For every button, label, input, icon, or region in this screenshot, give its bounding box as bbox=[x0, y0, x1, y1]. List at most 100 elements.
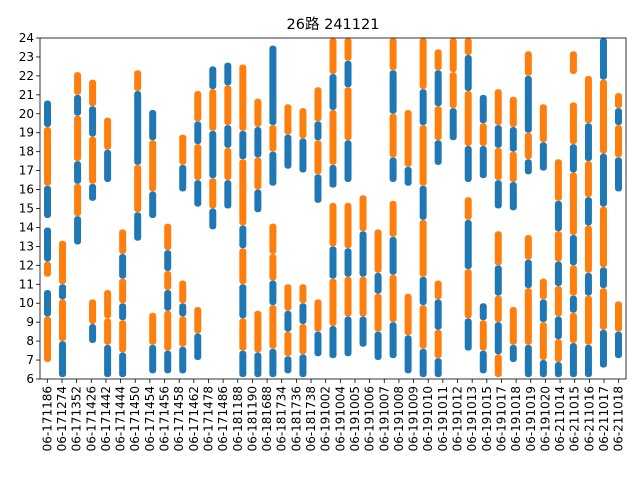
x-tick-label: 06-191005 bbox=[348, 386, 362, 451]
bar-segment bbox=[584, 161, 592, 198]
x-tick-label: 06-171478 bbox=[201, 386, 215, 451]
bar-segment bbox=[539, 278, 547, 300]
bar-segment bbox=[269, 223, 277, 254]
bar-segment bbox=[494, 147, 502, 181]
bar-segment bbox=[419, 348, 427, 378]
bar-segment bbox=[104, 117, 112, 150]
x-tick-label: 06-211018 bbox=[612, 386, 626, 451]
bar-segment bbox=[284, 104, 292, 135]
bar-segment bbox=[254, 352, 262, 378]
y-tick-label: 11 bbox=[19, 277, 34, 291]
bar-segment bbox=[74, 161, 82, 184]
bar-segment bbox=[224, 180, 232, 209]
bar-segment bbox=[464, 38, 472, 56]
bar-segment bbox=[419, 305, 427, 349]
bar-segment bbox=[194, 307, 202, 334]
bar-segment bbox=[359, 231, 367, 277]
bar-segment bbox=[164, 310, 172, 351]
bar-segment bbox=[149, 140, 157, 192]
bar-segment bbox=[389, 38, 397, 71]
bar-marks bbox=[44, 38, 622, 378]
bar-segment bbox=[224, 85, 232, 126]
bar-segment bbox=[239, 350, 247, 378]
bar-segment bbox=[329, 202, 337, 247]
bar-segment bbox=[584, 75, 592, 124]
x-tick-label: 06-191010 bbox=[421, 386, 435, 451]
bar-segment bbox=[524, 75, 532, 133]
x-tick-label: 06-191009 bbox=[407, 386, 421, 451]
x-tick-label: 06-171456 bbox=[158, 386, 172, 451]
x-tick-label: 06-171442 bbox=[99, 386, 113, 451]
y-tick-label: 7 bbox=[26, 353, 34, 367]
bar-segment bbox=[539, 322, 547, 361]
bar-segment bbox=[149, 344, 157, 374]
bar-segment bbox=[524, 288, 532, 345]
y-tick-label: 21 bbox=[19, 88, 34, 102]
bar-segment bbox=[269, 305, 277, 349]
bar-segment bbox=[164, 289, 172, 311]
bar-segment bbox=[299, 324, 307, 355]
x-tick-label: 06-191008 bbox=[392, 386, 406, 451]
x-axis: 06-171186 06-171274 06-171352 06-171426 06-1… bbox=[40, 379, 626, 451]
bar-segment bbox=[599, 79, 607, 154]
bar-segment bbox=[44, 316, 52, 362]
bar-segment bbox=[134, 212, 142, 241]
bar-segment bbox=[89, 299, 97, 325]
bar-segment bbox=[494, 89, 502, 126]
bar-segment bbox=[329, 164, 337, 188]
bar-segment bbox=[74, 183, 82, 217]
x-tick-label: 06-181738 bbox=[304, 386, 318, 451]
bar-segment bbox=[344, 87, 352, 141]
bar-segment bbox=[494, 180, 502, 209]
bar-segment bbox=[194, 144, 202, 181]
bar-segment bbox=[524, 159, 532, 175]
y-tick-label: 13 bbox=[19, 239, 34, 253]
y-tick-label: 12 bbox=[19, 258, 34, 272]
bar-segment bbox=[44, 227, 52, 262]
bar-segment bbox=[569, 102, 577, 145]
bar-segment bbox=[239, 130, 247, 160]
bar-segment bbox=[314, 299, 322, 332]
bar-segment bbox=[194, 91, 202, 122]
x-tick-label: 06-191017 bbox=[494, 386, 508, 451]
bar-segment bbox=[389, 157, 397, 182]
bar-segment bbox=[119, 303, 127, 321]
y-tick-label: 15 bbox=[19, 202, 34, 216]
bar-segment bbox=[269, 280, 277, 306]
bar-segment bbox=[44, 261, 52, 277]
bar-segment bbox=[284, 310, 292, 332]
bar-segment bbox=[479, 94, 487, 124]
bar-segment bbox=[599, 38, 607, 80]
bar-segment bbox=[209, 130, 217, 179]
bar-segment bbox=[119, 229, 127, 254]
bar-segment bbox=[119, 278, 127, 304]
bar-segment bbox=[584, 225, 592, 273]
bar-segment bbox=[479, 145, 487, 179]
bar-segment bbox=[149, 191, 157, 218]
x-tick-label: 06-171458 bbox=[172, 386, 186, 451]
bar-segment bbox=[494, 265, 502, 296]
bar-segment bbox=[149, 312, 157, 345]
bar-segment bbox=[584, 197, 592, 226]
bar-segment bbox=[194, 180, 202, 207]
x-tick-label: 06-171352 bbox=[70, 386, 84, 451]
bar-segment bbox=[179, 134, 187, 165]
bar-segment bbox=[134, 70, 142, 92]
y-tick-label: 24 bbox=[19, 31, 34, 45]
x-tick-label: 06-191020 bbox=[538, 386, 552, 451]
bar-segment bbox=[269, 348, 277, 378]
x-tick-label: 06-191006 bbox=[363, 386, 377, 451]
bar-segment bbox=[494, 231, 502, 266]
bar-segment bbox=[179, 346, 187, 374]
y-tick-label: 22 bbox=[19, 69, 34, 83]
x-tick-label: 06-171462 bbox=[187, 386, 201, 451]
bar-segment bbox=[344, 276, 352, 317]
bar-segment bbox=[89, 183, 97, 201]
bar-segment bbox=[569, 172, 577, 236]
bar-segment bbox=[209, 178, 217, 209]
bar-segment bbox=[569, 235, 577, 266]
bar-segment bbox=[359, 316, 367, 347]
bar-segment bbox=[434, 280, 442, 300]
